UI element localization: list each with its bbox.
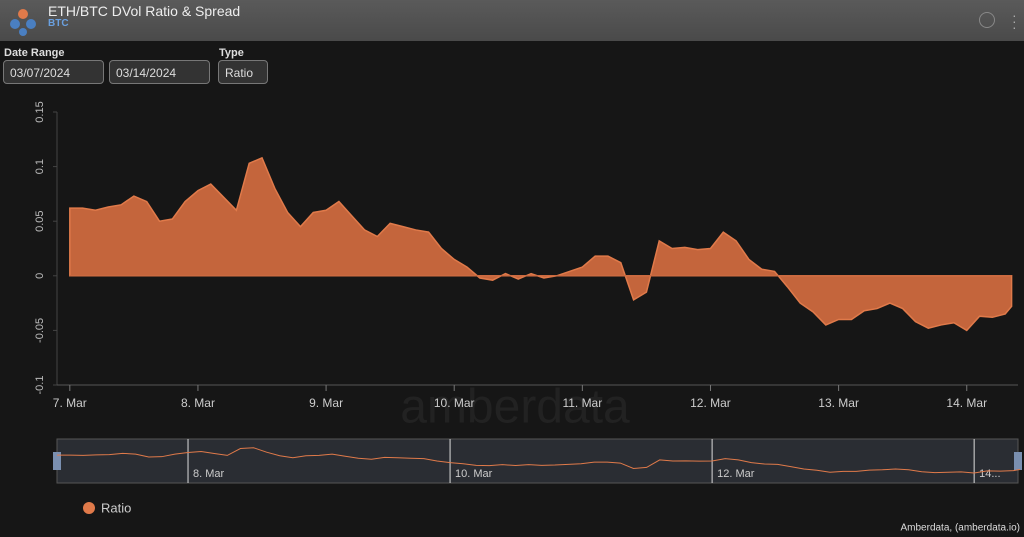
y-tick-label: 0.05	[34, 210, 46, 231]
start-date[interactable]: 03/07/2024	[3, 60, 104, 84]
menu-button[interactable]: · · ·	[1012, 7, 1017, 35]
navigator-tick-label: 10. Mar	[455, 468, 493, 480]
area	[69, 156, 1013, 332]
x-tick-label: 14. Mar	[946, 396, 987, 410]
title: ETH/BTC DVol Ratio & Spread	[48, 3, 241, 19]
navigator-tick-label: 8. Mar	[193, 468, 225, 480]
watermark: amberdata	[400, 381, 630, 434]
y-tick-label: 0.15	[34, 101, 46, 122]
x-tick-label: 10. Mar	[434, 396, 475, 410]
x-tick-label: 12. Mar	[690, 396, 731, 410]
navigator-tick-label: 12. Mar	[717, 468, 755, 480]
type-select[interactable]: Ratio	[218, 60, 268, 84]
x-tick-label: 9. Mar	[309, 396, 343, 410]
legend-marker	[83, 502, 95, 514]
type-label: Type	[219, 47, 244, 59]
x-tick-label: 7. Mar	[53, 396, 87, 410]
y-tick-label: 0.1	[34, 159, 46, 174]
logo	[10, 9, 36, 36]
subtitle: BTC	[48, 18, 69, 29]
x-tick-label: 8. Mar	[181, 396, 215, 410]
y-tick-label: -0.1	[34, 376, 46, 395]
x-tick-label: 11. Mar	[562, 396, 602, 410]
info-button[interactable]	[979, 12, 995, 28]
navigator-frame	[56, 438, 1019, 484]
navigator-tick-label: 14...	[979, 468, 1000, 480]
navigator-handle[interactable]	[1014, 452, 1022, 470]
legend-label: Ratio	[101, 500, 131, 515]
end-date[interactable]: 03/14/2024	[109, 60, 210, 84]
y-tick-label: 0	[34, 273, 46, 279]
credit: Amberdata, (amberdata.io)	[900, 523, 1020, 534]
date-range-label: Date Range	[4, 47, 65, 59]
x-tick-label: 13. Mar	[818, 396, 859, 410]
navigator-line	[57, 447, 1021, 474]
y-tick-label: -0.05	[34, 318, 46, 343]
header: ETH/BTC DVol Ratio & Spread BTC · · ·	[0, 0, 1024, 41]
navigator-handle[interactable]	[53, 452, 61, 470]
